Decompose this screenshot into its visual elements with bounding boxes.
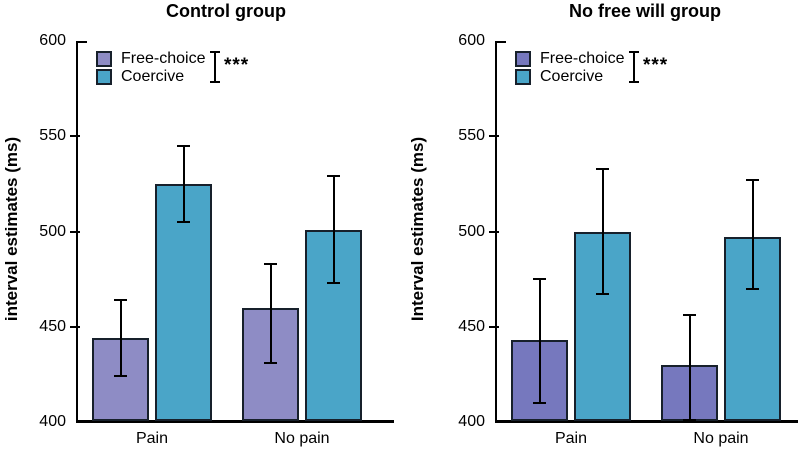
y-axis-top-tick xyxy=(78,41,87,43)
x-axis-line xyxy=(495,420,798,423)
error-cap-top-free-choice-no-pain xyxy=(683,314,696,317)
error-bar-coercive-pain xyxy=(182,145,185,222)
y-tick-label-600: 600 xyxy=(39,32,66,49)
error-cap-top-free-choice-pain xyxy=(114,299,127,302)
y-tick-450 xyxy=(70,325,80,328)
error-cap-top-free-choice-pain xyxy=(533,278,546,281)
y-tick-500 xyxy=(70,230,80,233)
plot-area-control: 400 450 500 550 600 Pain No pain xyxy=(39,32,394,447)
significance-bracket-icon xyxy=(210,51,220,83)
legend-swatch-free-choice xyxy=(96,51,112,67)
error-cap-bottom-free-choice-pain xyxy=(533,401,546,404)
plot-area-no-free-will: 400 450 500 550 600 Pain No pain xyxy=(400,0,800,455)
y-tick-label-600: 600 xyxy=(458,32,485,49)
legend-item-coercive: Coercive xyxy=(96,68,205,86)
significance-stars: *** xyxy=(643,55,669,76)
error-cap-top-free-choice-no-pain xyxy=(264,262,277,265)
error-cap-top-coercive-no-pain xyxy=(746,179,759,182)
y-tick-550 xyxy=(489,135,499,138)
error-cap-bottom-coercive-no-pain xyxy=(327,281,340,284)
y-tick-label-450: 450 xyxy=(39,317,66,335)
legend-label-free-choice: Free-choice xyxy=(121,50,206,67)
error-bar-coercive-no-pain xyxy=(751,180,754,289)
y-tick-label-400: 400 xyxy=(458,413,485,430)
error-bar-coercive-no-pain xyxy=(332,176,335,283)
y-tick-label-550: 550 xyxy=(458,127,485,145)
y-tick-label-500: 500 xyxy=(39,222,66,240)
x-axis-line xyxy=(76,420,394,423)
legend-item-coercive: Coercive xyxy=(515,68,624,86)
x-category-label-no-pain: No pain xyxy=(693,430,749,447)
error-cap-bottom-coercive-pain xyxy=(596,293,609,296)
significance-annotation: *** xyxy=(629,51,668,83)
y-tick-450 xyxy=(489,325,499,328)
error-bar-free-choice-no-pain xyxy=(688,315,691,421)
error-bar-free-choice-no-pain xyxy=(269,263,272,363)
legend-item-free-choice: Free-choice xyxy=(515,50,624,68)
error-cap-bottom-free-choice-no-pain xyxy=(264,361,277,364)
chart-panel-no-free-will: No free will group Interval estimates (m… xyxy=(400,0,800,455)
chart-panel-control: Control group interval estimates (ms) Fr… xyxy=(2,1,394,447)
error-cap-top-coercive-pain xyxy=(596,167,609,170)
legend-label-coercive: Coercive xyxy=(121,68,185,85)
x-category-label-pain: Pain xyxy=(554,430,588,447)
legend: Free-choice Coercive xyxy=(96,50,205,86)
error-cap-bottom-coercive-pain xyxy=(177,220,190,223)
y-tick-label-450: 450 xyxy=(458,317,485,335)
significance-stars: *** xyxy=(224,55,250,76)
error-cap-bottom-free-choice-pain xyxy=(114,375,127,378)
legend-label-free-choice: Free-choice xyxy=(540,50,625,67)
y-tick-label-400: 400 xyxy=(39,413,66,430)
significance-bracket-icon xyxy=(629,51,639,83)
legend-swatch-coercive xyxy=(96,69,112,85)
error-cap-top-coercive-no-pain xyxy=(327,175,340,178)
legend-swatch-free-choice xyxy=(515,51,531,67)
chart-title: Control group xyxy=(166,1,286,21)
y-tick-label-500: 500 xyxy=(458,222,485,240)
y-axis-top-tick xyxy=(497,41,506,43)
legend-swatch-coercive xyxy=(515,69,531,85)
error-cap-bottom-free-choice-no-pain xyxy=(683,419,696,422)
legend: Free-choice Coercive xyxy=(515,50,624,86)
error-bar-free-choice-pain xyxy=(538,279,541,403)
error-cap-bottom-coercive-no-pain xyxy=(746,287,759,290)
y-tick-label-550: 550 xyxy=(39,127,66,145)
legend-label-coercive: Coercive xyxy=(540,68,604,85)
chart-title: No free will group xyxy=(568,1,721,21)
significance-annotation: *** xyxy=(210,51,249,83)
error-cap-top-coercive-pain xyxy=(177,144,190,147)
error-bar-free-choice-pain xyxy=(119,300,122,377)
x-category-label-no-pain: No pain xyxy=(274,430,330,447)
legend-item-free-choice: Free-choice xyxy=(96,50,205,68)
x-category-label-pain: Pain xyxy=(135,430,169,447)
y-tick-500 xyxy=(489,230,499,233)
y-tick-550 xyxy=(70,135,80,138)
error-bar-coercive-pain xyxy=(601,168,604,295)
